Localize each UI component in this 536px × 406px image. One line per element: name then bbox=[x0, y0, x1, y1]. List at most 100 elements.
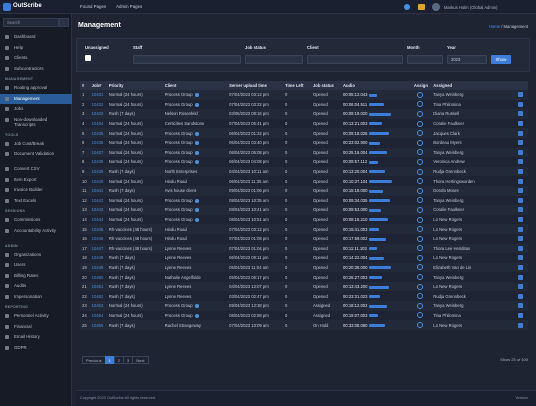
assign-icon[interactable] bbox=[416, 130, 423, 137]
sidebar-item[interactable]: Routing approval bbox=[0, 83, 72, 93]
assign-icon[interactable] bbox=[416, 120, 423, 127]
assign-icon[interactable] bbox=[416, 178, 423, 185]
sidebar-item[interactable]: Impersonation bbox=[0, 292, 72, 302]
sidebar-item[interactable]: Personnel Activity bbox=[0, 311, 72, 321]
assign-icon[interactable] bbox=[416, 245, 423, 252]
avatar[interactable] bbox=[432, 3, 440, 11]
sidebar-item[interactable]: Financial bbox=[0, 322, 72, 332]
edit-icon[interactable] bbox=[517, 111, 523, 117]
assign-icon[interactable] bbox=[416, 293, 423, 300]
job-link[interactable]: 10444 bbox=[91, 217, 104, 223]
edit-icon[interactable] bbox=[517, 274, 523, 280]
job-link[interactable]: 10448 bbox=[91, 255, 104, 261]
job-link[interactable]: 10450 bbox=[91, 274, 104, 280]
job-link[interactable]: 10443 bbox=[91, 207, 104, 213]
assign-icon[interactable] bbox=[416, 168, 423, 175]
edit-icon[interactable] bbox=[517, 284, 523, 290]
job-link[interactable]: 10442 bbox=[91, 197, 104, 203]
year-select[interactable]: 2023 bbox=[447, 55, 487, 64]
edit-icon[interactable] bbox=[517, 245, 523, 251]
job-link[interactable]: 10440 bbox=[91, 178, 104, 184]
assign-icon[interactable] bbox=[416, 110, 423, 117]
sidebar-item[interactable]: Billing Rates bbox=[0, 271, 72, 281]
sidebar-item[interactable]: Users bbox=[0, 260, 72, 270]
staff-select[interactable] bbox=[133, 55, 241, 64]
assign-icon[interactable] bbox=[416, 101, 423, 108]
edit-icon[interactable] bbox=[517, 169, 523, 175]
assign-icon[interactable] bbox=[416, 139, 423, 146]
job-link[interactable]: 10431 bbox=[91, 92, 104, 98]
assign-icon[interactable] bbox=[416, 264, 423, 271]
sidebar-item[interactable]: Organizations bbox=[0, 250, 72, 260]
edit-icon[interactable] bbox=[517, 207, 523, 213]
edit-icon[interactable] bbox=[517, 226, 523, 232]
edit-icon[interactable] bbox=[517, 101, 523, 107]
job-link[interactable]: 10452 bbox=[91, 293, 104, 299]
edit-icon[interactable] bbox=[517, 149, 523, 155]
job-link[interactable]: 10435 bbox=[91, 130, 104, 136]
edit-icon[interactable] bbox=[517, 121, 523, 127]
sidebar-item[interactable]: Job Cost/Break bbox=[0, 139, 72, 149]
sidebar-item[interactable]: Non-downloaded Transcripts bbox=[0, 115, 72, 130]
job-link[interactable]: 10455 bbox=[91, 322, 104, 328]
sidebar-item[interactable]: Help bbox=[0, 43, 72, 53]
sidebar-item[interactable]: Text Excels bbox=[0, 196, 72, 206]
badge-icon[interactable] bbox=[418, 4, 425, 10]
sidebar-item[interactable]: Jobs bbox=[0, 104, 72, 114]
show-button[interactable]: Show bbox=[491, 55, 511, 64]
edit-icon[interactable] bbox=[517, 293, 523, 299]
job-link[interactable]: 10454 bbox=[91, 312, 104, 318]
job-link[interactable]: 10453 bbox=[91, 303, 104, 309]
edit-icon[interactable] bbox=[517, 178, 523, 184]
unassigned-checkbox[interactable] bbox=[85, 55, 91, 61]
assign-icon[interactable] bbox=[416, 302, 423, 309]
sidebar-item[interactable]: Dashboard bbox=[0, 32, 72, 42]
edit-icon[interactable] bbox=[517, 255, 523, 261]
assign-icon[interactable] bbox=[416, 216, 423, 223]
assign-icon[interactable] bbox=[416, 312, 423, 319]
assign-icon[interactable] bbox=[416, 149, 423, 156]
assign-icon[interactable] bbox=[416, 274, 423, 281]
edit-icon[interactable] bbox=[517, 159, 523, 165]
assign-icon[interactable] bbox=[416, 91, 423, 98]
job-link[interactable]: 10438 bbox=[91, 159, 104, 165]
assign-icon[interactable] bbox=[416, 226, 423, 233]
assign-icon[interactable] bbox=[416, 235, 423, 242]
edit-icon[interactable] bbox=[517, 236, 523, 242]
top-nav-link[interactable]: Admin Pages bbox=[116, 4, 143, 9]
client-select[interactable] bbox=[307, 55, 403, 64]
search-button[interactable] bbox=[59, 18, 69, 27]
page-link[interactable]: Next bbox=[132, 356, 149, 364]
assign-icon[interactable] bbox=[416, 322, 423, 329]
job-link[interactable]: 10441 bbox=[91, 188, 104, 194]
top-nav-link[interactable]: Found Pages bbox=[80, 4, 107, 9]
edit-icon[interactable] bbox=[517, 140, 523, 146]
sidebar-item[interactable]: Clients bbox=[0, 53, 72, 63]
job-link[interactable]: 10451 bbox=[91, 284, 104, 290]
job-link[interactable]: 10449 bbox=[91, 264, 104, 270]
sidebar-item[interactable]: Document Validation bbox=[0, 149, 72, 164]
edit-icon[interactable] bbox=[517, 322, 523, 328]
edit-icon[interactable] bbox=[517, 197, 523, 203]
assign-icon[interactable] bbox=[416, 254, 423, 261]
edit-icon[interactable] bbox=[517, 217, 523, 223]
edit-icon[interactable] bbox=[517, 303, 523, 309]
assign-icon[interactable] bbox=[416, 283, 423, 290]
sidebar-item[interactable]: Email History bbox=[0, 332, 72, 342]
job-link[interactable]: 10434 bbox=[91, 121, 104, 127]
job-link[interactable]: 10432 bbox=[91, 101, 104, 107]
edit-icon[interactable] bbox=[517, 92, 523, 98]
job-status-select[interactable] bbox=[245, 55, 303, 64]
job-link[interactable]: 10445 bbox=[91, 226, 104, 232]
job-link[interactable]: 10436 bbox=[91, 140, 104, 146]
edit-icon[interactable] bbox=[517, 188, 523, 194]
job-link[interactable]: 10447 bbox=[91, 245, 104, 251]
search-input[interactable]: Search bbox=[3, 18, 59, 27]
month-select[interactable] bbox=[407, 55, 443, 64]
job-link[interactable]: 10446 bbox=[91, 236, 104, 242]
sidebar-item[interactable]: Management bbox=[0, 93, 72, 104]
sidebar-item[interactable]: Convert CSV bbox=[0, 164, 72, 174]
sidebar-item[interactable]: Commissions bbox=[0, 215, 72, 225]
sidebar-item[interactable]: Invoice Builder bbox=[0, 185, 72, 195]
edit-icon[interactable] bbox=[517, 264, 523, 270]
